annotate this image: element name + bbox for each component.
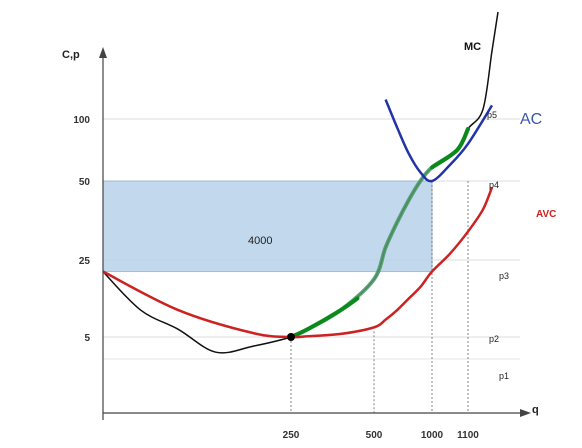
ac-curve (384, 99, 494, 183)
shaded-profit-area (102, 180, 433, 273)
mc-highlight-1 (430, 126, 470, 170)
x-axis-arrow (520, 409, 531, 417)
price-label-p3: p3 (499, 271, 509, 281)
price-label-p1: p1 (499, 371, 509, 381)
mc-highlight-0 (289, 296, 360, 339)
reference-lines (290, 181, 469, 413)
y-axis-label: C,p (62, 49, 80, 61)
price-label-p5: p5 (487, 110, 497, 120)
x-tick-500: 500 (366, 430, 383, 441)
y-tick-50: 50 (79, 177, 91, 188)
avc-curve (102, 186, 494, 339)
y-axis-arrow (99, 47, 107, 58)
curves (102, 11, 499, 354)
x-tick-1100: 1100 (457, 430, 479, 441)
tick-labels: 5 25 50 100 250 500 1000 1100 (73, 115, 479, 441)
x-axis-label: q (532, 404, 539, 416)
ac-label: AC (520, 111, 542, 128)
avc-label: AVC (536, 209, 556, 220)
mc-label: MC (464, 41, 481, 53)
price-label-p2: p2 (489, 334, 499, 344)
y-tick-100: 100 (73, 115, 90, 126)
y-tick-25: 25 (79, 256, 91, 267)
y-tick-5: 5 (84, 333, 90, 344)
x-tick-1000: 1000 (421, 430, 444, 441)
price-label-p4: p4 (489, 180, 499, 190)
axes (99, 47, 531, 420)
price-labels: p5 p4 p3 p2 p1 (487, 110, 509, 381)
shutdown-point (287, 333, 295, 341)
shaded-area-label: 4000 (248, 235, 272, 247)
x-tick-250: 250 (283, 430, 300, 441)
